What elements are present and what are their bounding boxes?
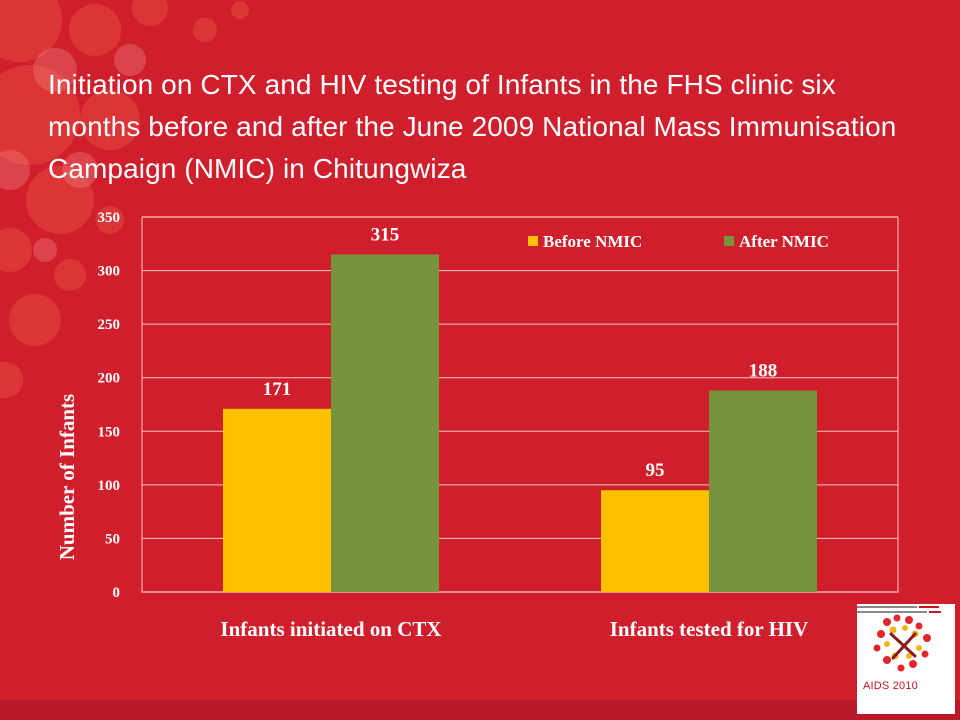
- slide-title: Initiation on CTX and HIV testing of Inf…: [48, 69, 897, 184]
- legend-label: After NMIC: [739, 232, 829, 251]
- logo-fine-print: [857, 606, 941, 613]
- legend[interactable]: Before NMIC After NMIC: [528, 232, 829, 251]
- legend-item-after[interactable]: After NMIC: [724, 232, 829, 251]
- y-axis-ticks: 0 50 100 150 200 250 300 350: [98, 210, 121, 601]
- legend-swatch: [724, 236, 734, 246]
- y-tick-label: 150: [98, 424, 121, 440]
- footer-band: [0, 700, 960, 720]
- bar-before-nmic: [223, 408, 331, 592]
- logo-graphic: [873, 614, 931, 672]
- data-label: 95: [646, 460, 665, 481]
- data-labels: 171 315 95 188: [263, 225, 778, 482]
- bar-after-nmic: [709, 390, 817, 592]
- legend-label: Before NMIC: [543, 232, 642, 251]
- bar-after-nmic: [331, 254, 439, 592]
- data-label: 188: [749, 361, 778, 382]
- y-tick-label: 200: [98, 371, 121, 387]
- y-tick-label: 50: [105, 531, 120, 547]
- x-axis-categories: Infants initiated on CTX Infants tested f…: [220, 617, 808, 641]
- y-axis-title: Number of Infants: [55, 394, 79, 560]
- y-tick-label: 300: [98, 264, 121, 280]
- y-tick-label: 0: [113, 585, 121, 601]
- y-tick-label: 250: [98, 317, 121, 333]
- bar-before-nmic: [601, 490, 709, 592]
- y-tick-label: 100: [98, 478, 121, 494]
- logo-label: AIDS 2010: [863, 680, 919, 692]
- legend-swatch: [528, 236, 538, 246]
- data-label: 171: [263, 379, 292, 400]
- x-category-label: Infants initiated on CTX: [220, 617, 441, 641]
- x-category-label: Infants tested for HIV: [610, 617, 809, 641]
- legend-item-before[interactable]: Before NMIC: [528, 232, 642, 251]
- bars: [223, 254, 817, 592]
- aids-2010-logo: AIDS 2010: [857, 604, 955, 714]
- y-tick-label: 350: [98, 210, 121, 226]
- data-label: 315: [371, 225, 400, 246]
